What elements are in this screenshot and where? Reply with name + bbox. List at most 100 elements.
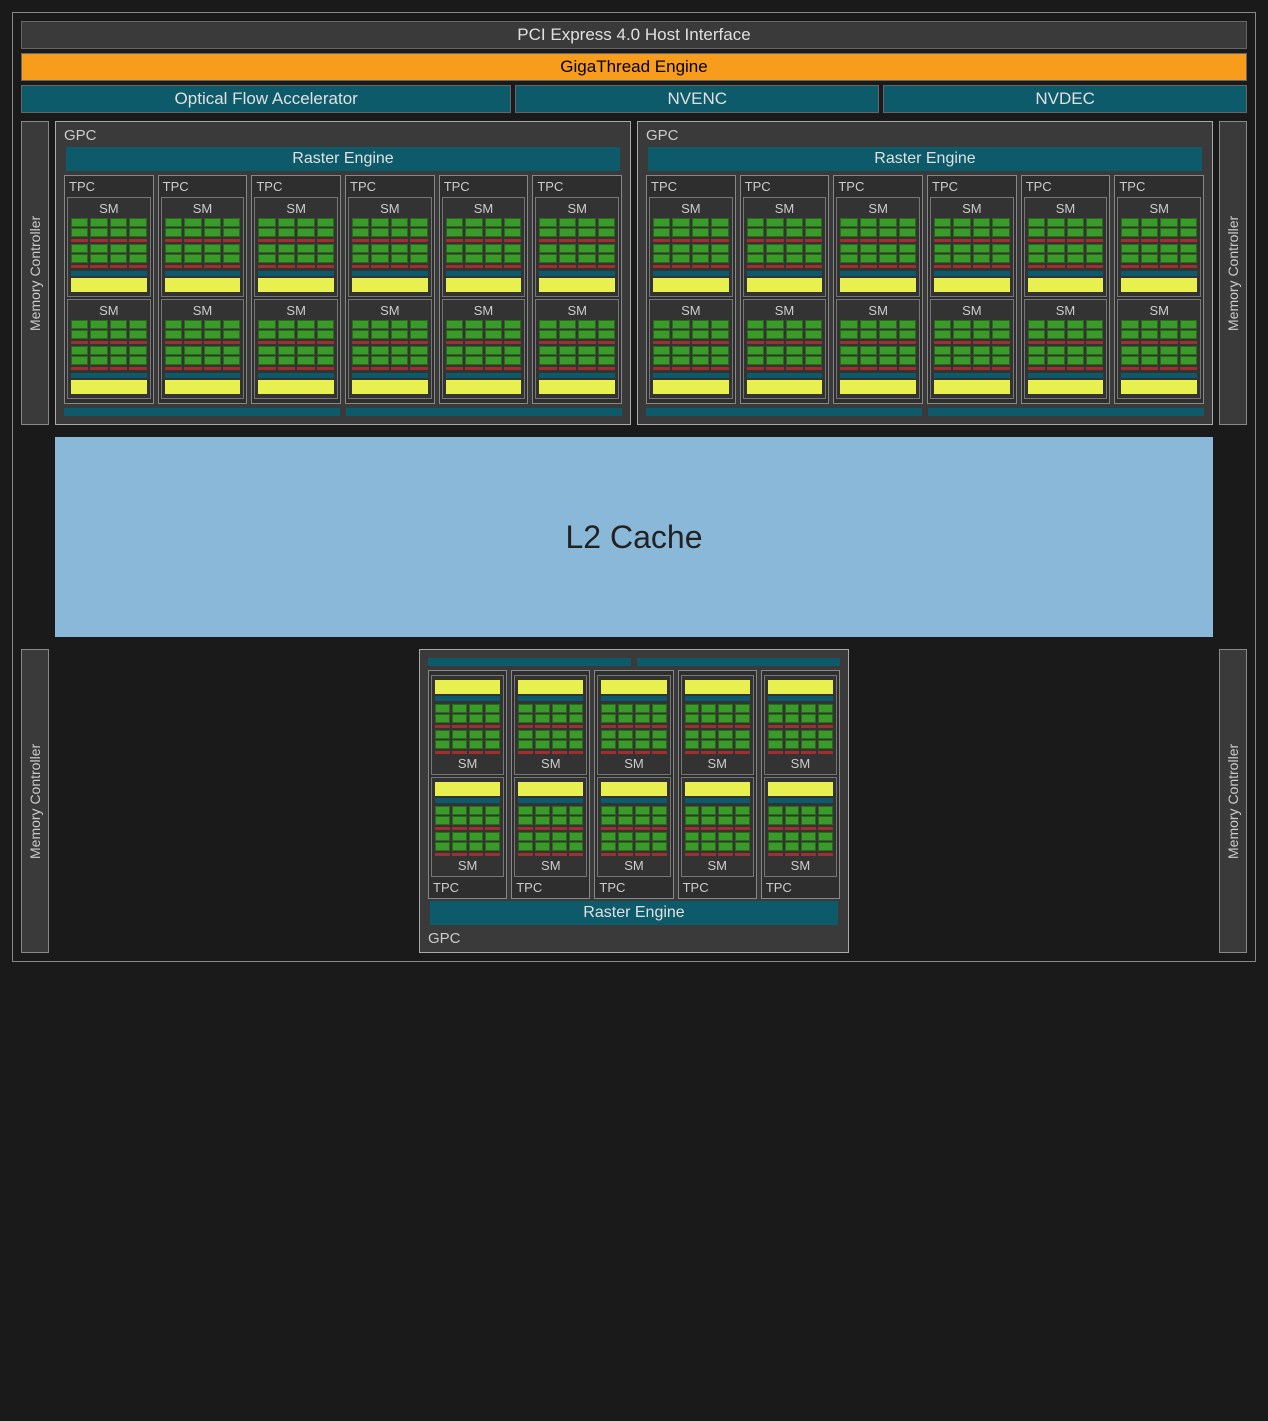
sm-block: SM bbox=[743, 197, 827, 297]
sm-block: SM bbox=[442, 197, 526, 297]
sm-label: SM bbox=[933, 200, 1011, 217]
raster-engine: Raster Engine bbox=[648, 147, 1202, 171]
sm-label: SM bbox=[1120, 200, 1198, 217]
sm-label: SM bbox=[600, 755, 667, 772]
memory-controller-left-top: Memory Controller bbox=[21, 121, 49, 425]
tpc-block: TPCSMSM bbox=[532, 175, 622, 404]
sm-label: SM bbox=[445, 200, 523, 217]
tpc-label: TPC bbox=[254, 178, 338, 195]
sm-block: SM bbox=[836, 299, 920, 399]
gpc-block: GPCRaster EngineTPCSMSMTPCSMSMTPCSMSMTPC… bbox=[55, 121, 631, 425]
sm-block: SM bbox=[161, 197, 245, 297]
tpc-block: TPC SM SM bbox=[1021, 175, 1111, 404]
tpc-label: TPC bbox=[1117, 178, 1201, 195]
gpc-block: GPCRaster EngineTPCSMSMTPCSMSMTPCSMSMTPC… bbox=[637, 121, 1213, 425]
sm-block: SM bbox=[1117, 197, 1201, 297]
memory-controller-right-top: Memory Controller bbox=[1219, 121, 1247, 425]
gpc-bottom: SMSMTPCSMSMTPCSMSMTPCSMSMTPCSMSMTPCRaste… bbox=[419, 649, 849, 953]
sm-block: SM bbox=[681, 777, 754, 877]
tpc-block: TPC SM SM bbox=[345, 175, 435, 404]
tpc-label: TPC bbox=[442, 178, 526, 195]
sm-block: SM bbox=[743, 299, 827, 399]
sm-label: SM bbox=[652, 302, 730, 319]
sm-label: SM bbox=[70, 302, 148, 319]
sm-label: SM bbox=[434, 857, 501, 874]
sm-label: SM bbox=[351, 302, 429, 319]
sm-label: SM bbox=[839, 302, 917, 319]
tpc-block: TPC SM SM bbox=[439, 175, 529, 404]
gpc-label: GPC bbox=[642, 126, 1208, 145]
sm-label: SM bbox=[164, 200, 242, 217]
sm-label: SM bbox=[164, 302, 242, 319]
lower-section: Memory Controller SMSMTPCSMSMTPCSMSMTPCS… bbox=[21, 649, 1247, 953]
nvenc-bar: NVENC bbox=[515, 85, 879, 113]
sm-block: SM bbox=[1024, 197, 1108, 297]
tpc-block: SM SM TPC bbox=[761, 670, 840, 899]
upper-section: Memory Controller GPC Raster Engine TPC SM S… bbox=[21, 121, 1247, 425]
tpc-block: TPC SM SM bbox=[740, 175, 830, 404]
sm-label: SM bbox=[257, 302, 335, 319]
sm-block: SM bbox=[649, 197, 733, 297]
tpc-block: TPC SM SM bbox=[833, 175, 923, 404]
gigathread-bar: GigaThread Engine bbox=[21, 53, 1247, 81]
ofa-bar: Optical Flow Accelerator bbox=[21, 85, 511, 113]
sm-block: SM bbox=[1024, 299, 1108, 399]
sm-label: SM bbox=[600, 857, 667, 874]
gpc-label: GPC bbox=[424, 929, 844, 948]
sm-label: SM bbox=[1027, 200, 1105, 217]
tpc-label: TPC bbox=[836, 178, 920, 195]
tpc-label: TPC bbox=[764, 879, 837, 896]
sm-block: SM bbox=[67, 299, 151, 399]
sm-block: SM bbox=[597, 675, 670, 775]
sm-label: SM bbox=[767, 857, 834, 874]
tpc-label: TPC bbox=[161, 178, 245, 195]
sm-label: SM bbox=[933, 302, 1011, 319]
sm-label: SM bbox=[517, 755, 584, 772]
sm-label: SM bbox=[684, 857, 751, 874]
sm-label: SM bbox=[839, 200, 917, 217]
sm-label: SM bbox=[767, 755, 834, 772]
sm-block: SM bbox=[836, 197, 920, 297]
sm-block: SM bbox=[442, 299, 526, 399]
sm-label: SM bbox=[70, 200, 148, 217]
sm-label: SM bbox=[445, 302, 523, 319]
sm-label: SM bbox=[538, 302, 616, 319]
sm-label: SM bbox=[652, 200, 730, 217]
tpc-block: SM SM TPC bbox=[678, 670, 757, 899]
sm-block: SM bbox=[67, 197, 151, 297]
tpc-label: TPC bbox=[348, 178, 432, 195]
tpc-label: TPC bbox=[1024, 178, 1108, 195]
tpc-block: TPC SM SM bbox=[927, 175, 1017, 404]
tpc-block: TPC SM SM bbox=[1114, 175, 1204, 404]
l2-section: L2 Cache bbox=[21, 431, 1247, 643]
sm-block: SM bbox=[649, 299, 733, 399]
sm-block: SM bbox=[535, 197, 619, 297]
tpc-label: TPC bbox=[930, 178, 1014, 195]
tpc-block: SMSMTPC bbox=[594, 670, 673, 899]
raster-engine: Raster Engine bbox=[66, 147, 620, 171]
tpc-label: TPC bbox=[431, 879, 504, 896]
sm-block: SM bbox=[930, 299, 1014, 399]
nvdec-bar: NVDEC bbox=[883, 85, 1247, 113]
sm-block: SM bbox=[597, 777, 670, 877]
tpc-label: TPC bbox=[681, 879, 754, 896]
sm-label: SM bbox=[538, 200, 616, 217]
sm-block: SM bbox=[764, 675, 837, 775]
sm-block: SM bbox=[681, 675, 754, 775]
sm-block: SM bbox=[1117, 299, 1201, 399]
sm-label: SM bbox=[746, 302, 824, 319]
tpc-label: TPC bbox=[649, 178, 733, 195]
tpc-label: TPC bbox=[67, 178, 151, 195]
sm-block: SM bbox=[535, 299, 619, 399]
sm-block: SM bbox=[431, 675, 504, 775]
sm-block: SM bbox=[930, 197, 1014, 297]
tpc-block: TPC SM SM bbox=[158, 175, 248, 404]
tpc-block: TPC SM SM bbox=[251, 175, 341, 404]
sm-block: SM bbox=[348, 197, 432, 297]
sm-block: SM bbox=[431, 777, 504, 877]
tpc-block: SM SM TPC bbox=[428, 670, 507, 899]
sm-label: SM bbox=[351, 200, 429, 217]
raster-engine: Raster Engine bbox=[430, 901, 838, 925]
tpc-label: TPC bbox=[743, 178, 827, 195]
sm-label: SM bbox=[257, 200, 335, 217]
